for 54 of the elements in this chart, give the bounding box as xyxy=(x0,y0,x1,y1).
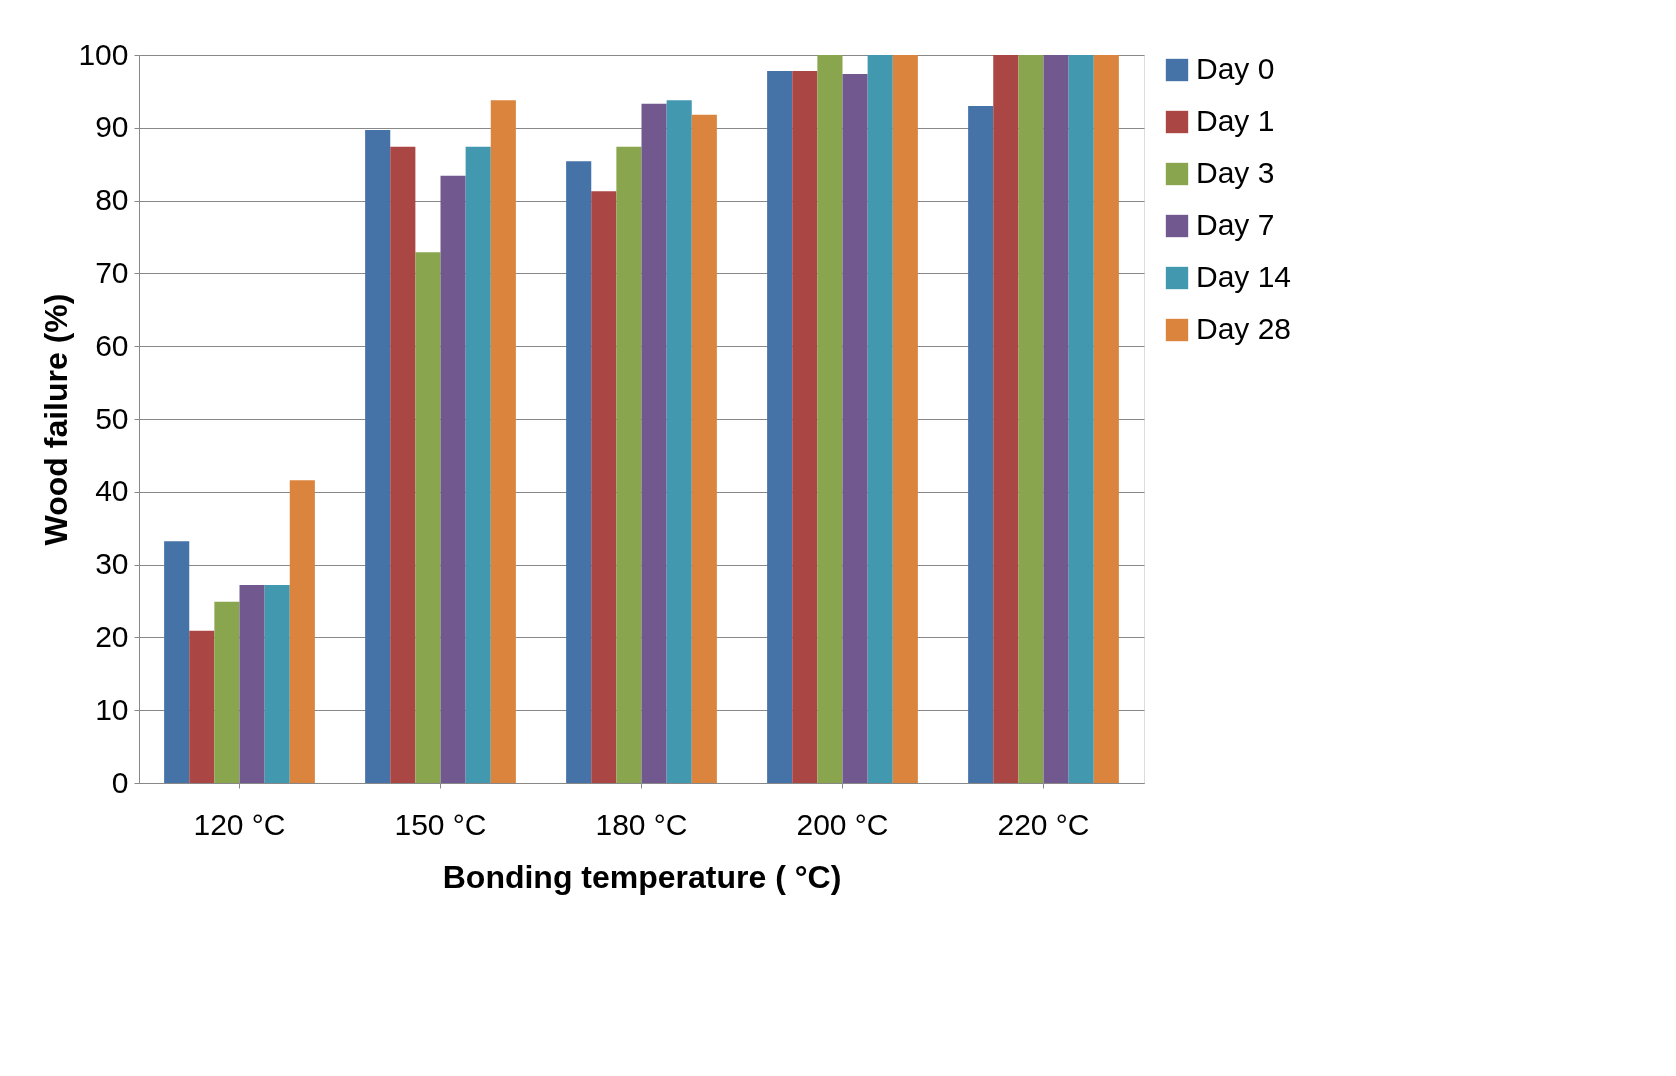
bar xyxy=(239,584,265,783)
bar xyxy=(164,541,190,783)
y-tick-label: 80 xyxy=(95,183,129,217)
x-tick-label: 120 °C xyxy=(193,807,286,841)
y-tick-label: 60 xyxy=(95,328,129,362)
bar xyxy=(566,161,592,783)
legend-label: Day 0 xyxy=(1196,52,1275,85)
legend-label: Day 1 xyxy=(1196,104,1275,137)
y-tick-label: 20 xyxy=(95,619,129,653)
bar xyxy=(616,146,642,783)
bar xyxy=(415,252,441,783)
y-tick-label: 90 xyxy=(95,110,129,144)
bar xyxy=(440,175,466,783)
x-tick-label: 180 °C xyxy=(595,807,688,841)
bar xyxy=(591,191,617,783)
bar xyxy=(390,146,416,783)
legend-label: Day 7 xyxy=(1196,208,1275,241)
bar xyxy=(968,105,994,783)
y-tick-label: 100 xyxy=(78,37,129,71)
bar xyxy=(666,100,692,783)
y-tick-label: 0 xyxy=(111,765,129,799)
bar xyxy=(641,103,667,783)
bar xyxy=(189,630,215,783)
x-axis-title: Bonding temperature ( °C) xyxy=(442,858,842,895)
bar xyxy=(842,73,868,783)
bar xyxy=(892,55,918,783)
bar xyxy=(1068,55,1094,783)
y-tick-label: 30 xyxy=(95,547,129,581)
bar xyxy=(817,55,843,783)
bar xyxy=(691,114,717,783)
legend-label: Day 28 xyxy=(1196,312,1292,345)
bar xyxy=(867,55,893,783)
legend-label: Day 3 xyxy=(1196,156,1275,189)
bar xyxy=(1018,55,1044,783)
bar xyxy=(1093,55,1119,783)
x-tick-label: 220 °C xyxy=(997,807,1090,841)
bar xyxy=(289,480,315,783)
bar xyxy=(767,71,793,783)
bar xyxy=(365,129,391,783)
x-tick-label: 200 °C xyxy=(796,807,889,841)
bar xyxy=(993,55,1019,783)
bar xyxy=(465,146,491,783)
bar xyxy=(214,601,240,783)
y-axis-title: Wood failure (%) xyxy=(38,293,75,546)
y-tick-label: 70 xyxy=(95,255,129,289)
y-tick-label: 50 xyxy=(95,401,129,435)
legend-label: Day 14 xyxy=(1196,260,1292,293)
bar xyxy=(792,71,818,783)
bar xyxy=(490,100,516,783)
bar xyxy=(1043,55,1069,783)
x-tick-label: 150 °C xyxy=(394,807,487,841)
y-tick-label: 40 xyxy=(95,474,129,508)
y-tick-label: 10 xyxy=(95,692,129,726)
bar xyxy=(264,584,290,783)
